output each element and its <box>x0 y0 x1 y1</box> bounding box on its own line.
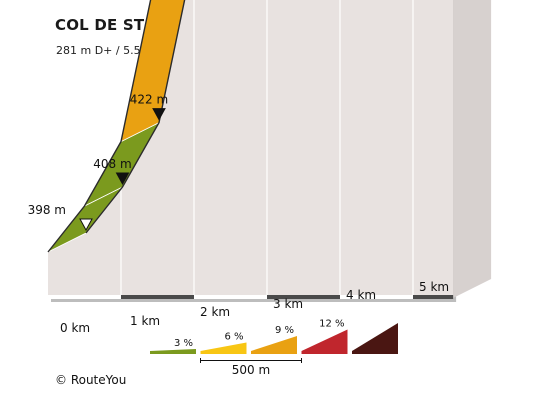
km-band <box>121 295 194 299</box>
km-axis-label: 1 km <box>130 314 160 328</box>
legend-label: 3 % <box>174 338 193 349</box>
legend-swatch <box>150 349 196 354</box>
legend-label: 6 % <box>224 332 243 343</box>
km-band <box>194 295 267 299</box>
km-axis-label: 2 km <box>200 305 230 319</box>
altitude-label: 408 m <box>93 157 131 171</box>
km-axis-label: 5 km <box>419 280 449 294</box>
altitude-label: 422 m <box>130 93 168 107</box>
legend-swatch <box>251 336 297 354</box>
start-marker-icon <box>79 218 93 232</box>
km-axis-label: 0 km <box>60 321 90 335</box>
legend-swatch <box>200 342 247 354</box>
routeyou-credit: © RouteYou <box>55 373 127 387</box>
legend-label: 9 % <box>275 325 294 336</box>
km-axis-label: 3 km <box>273 297 303 311</box>
legend-swatch <box>301 329 348 354</box>
km-band <box>413 295 454 299</box>
legend-label: 12 % <box>319 319 344 330</box>
legend-swatch <box>352 323 398 354</box>
altitude-label: 398 m <box>28 203 66 217</box>
km-band <box>267 295 340 299</box>
scale-label: 500 m <box>232 363 270 377</box>
profile-side-face <box>48 0 454 298</box>
profile-top-outline <box>85 0 186 234</box>
profile-front-outline <box>47 0 152 253</box>
km-axis-label: 4 km <box>346 288 376 302</box>
km-band <box>340 295 413 299</box>
profile-right-edge <box>453 0 492 298</box>
waypoint-marker-icon <box>115 172 130 186</box>
km-band <box>48 295 121 299</box>
waypoint-marker-icon <box>152 108 166 121</box>
